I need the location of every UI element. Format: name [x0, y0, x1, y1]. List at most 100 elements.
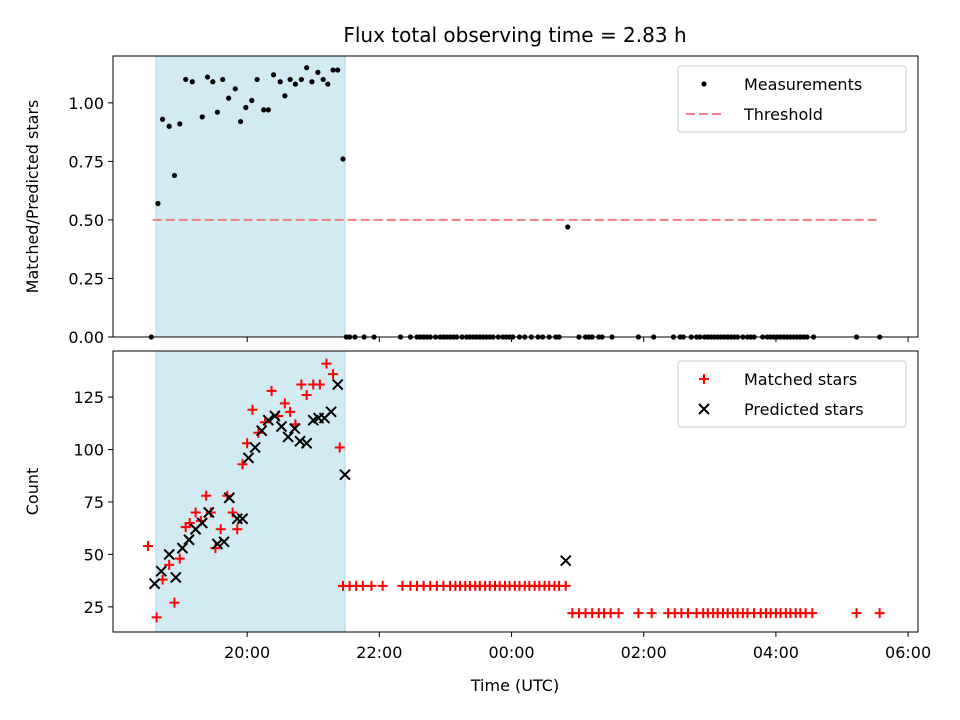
data-point — [243, 104, 249, 111]
legend-marker — [699, 374, 709, 384]
legend-box — [677, 65, 907, 133]
data-point — [242, 452, 255, 464]
data-point — [215, 524, 226, 535]
legend-marker — [698, 403, 710, 415]
data-point — [227, 507, 238, 518]
legend-box — [677, 360, 907, 428]
x-tick-label: 20:00 — [224, 643, 270, 662]
data-point — [330, 67, 336, 73]
x-tick-label: 22:00 — [356, 643, 402, 662]
data-point — [184, 517, 195, 528]
panel-ratio: 0.00 0.25 0.50 0.75 1.00 Matched/Predicted st… — [23, 55, 919, 347]
panel-count: 25 50 75 100 125 20:00 22:00 00:00 02:00 04:00 06:… — [23, 350, 931, 662]
data-point — [211, 538, 224, 550]
data-point — [357, 580, 368, 591]
data-point — [151, 612, 162, 623]
data-point — [261, 107, 267, 113]
y-axis-label: Matched/Predicted stars — [23, 100, 42, 294]
data-point — [266, 385, 277, 396]
y-tick-label: 0.00 — [68, 328, 104, 347]
data-point — [183, 76, 189, 83]
data-point — [143, 541, 154, 552]
y-tick-label: 125 — [73, 388, 104, 407]
data-point — [298, 76, 304, 83]
data-point — [189, 79, 195, 85]
data-point — [220, 76, 226, 83]
data-point — [282, 93, 288, 99]
data-point — [249, 441, 261, 454]
x-tick-label: 00:00 — [488, 643, 534, 662]
data-point — [377, 580, 388, 591]
data-point — [199, 114, 205, 120]
data-point — [304, 65, 310, 71]
data-point — [339, 469, 351, 481]
data-point — [277, 79, 283, 85]
data-point — [190, 507, 201, 518]
data-point — [275, 420, 288, 433]
legend: Matched stars Predicted stars — [677, 360, 907, 428]
legend-label: Threshold — [743, 105, 823, 124]
observing-interval-shade — [155, 55, 346, 338]
axes-frame — [112, 55, 919, 338]
y-tick-label: 100 — [73, 441, 104, 460]
y-tick-label: 75 — [84, 493, 104, 512]
data-point — [210, 79, 216, 85]
data-point — [247, 404, 258, 415]
data-point — [334, 442, 345, 453]
data-point — [292, 81, 299, 87]
y-tick-label: 0.75 — [68, 152, 104, 171]
data-point — [237, 118, 244, 125]
data-point — [155, 565, 167, 577]
data-point — [633, 608, 644, 619]
x-tick-label: 02:00 — [621, 643, 667, 662]
data-point — [163, 548, 175, 561]
data-point — [236, 513, 249, 525]
observing-interval-shade — [155, 350, 346, 633]
data-point — [335, 67, 341, 73]
data-point — [271, 72, 277, 78]
data-point — [300, 437, 313, 449]
x-tick-label: 06:00 — [885, 643, 931, 662]
data-point — [164, 559, 175, 570]
y-tick-label: 1.00 — [68, 94, 104, 113]
data-point — [265, 107, 271, 113]
data-point — [155, 200, 161, 207]
data-point — [232, 86, 238, 92]
data-point — [646, 608, 657, 619]
data-point — [285, 406, 296, 417]
data-point — [315, 69, 321, 75]
data-point — [218, 536, 230, 548]
data-point — [254, 76, 260, 83]
data-point — [613, 608, 624, 619]
data-point — [169, 597, 180, 608]
chart-title: Flux total observing time = 2.83 h — [343, 23, 686, 47]
data-point — [309, 79, 315, 85]
data-point — [851, 608, 862, 619]
data-point — [296, 379, 307, 390]
data-point — [237, 459, 248, 470]
legend-marker — [701, 81, 707, 87]
data-point — [874, 608, 885, 619]
data-point — [269, 410, 281, 422]
data-point — [232, 524, 243, 535]
data-point — [807, 608, 818, 619]
data-point — [366, 580, 377, 591]
data-point — [683, 608, 693, 619]
data-point — [282, 431, 294, 443]
data-point — [262, 414, 275, 426]
y-tick-label: 0.25 — [68, 269, 104, 288]
legend: Measurements Threshold — [677, 65, 907, 133]
data-point — [287, 76, 293, 83]
data-point — [203, 506, 215, 519]
data-point — [294, 435, 306, 447]
legend-label: Predicted stars — [744, 400, 864, 419]
data-point — [196, 517, 208, 529]
data-point — [314, 379, 325, 390]
data-point — [183, 534, 195, 546]
y-tick-label: 25 — [84, 598, 104, 617]
axes-frame — [112, 350, 919, 633]
y-tick-label: 50 — [84, 545, 104, 564]
data-point — [148, 578, 161, 590]
data-point — [340, 156, 346, 162]
